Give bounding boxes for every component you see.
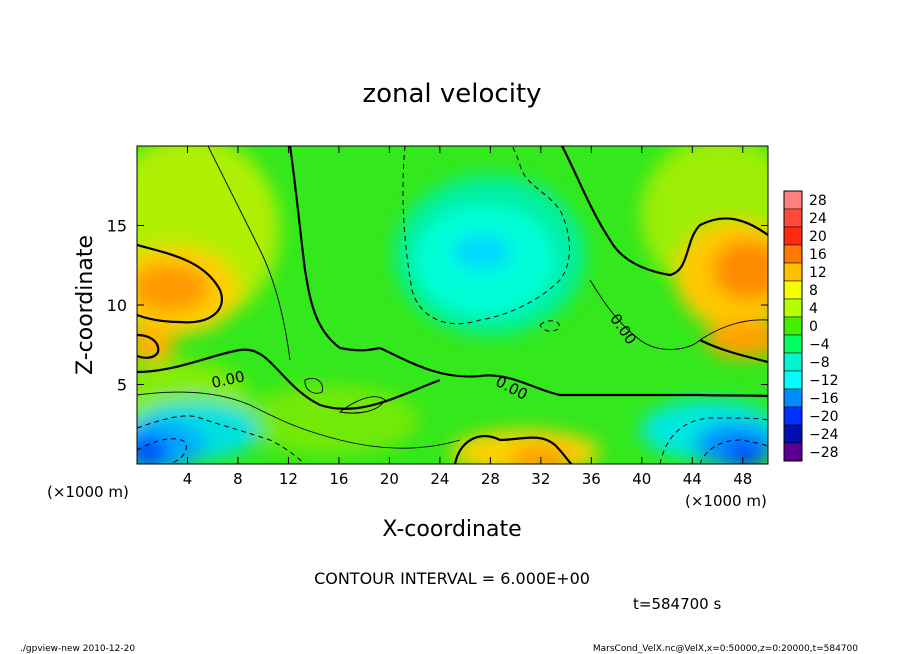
colorbar-label: −12 <box>809 373 839 389</box>
colorbar-label: 20 <box>809 229 827 245</box>
negative-contours <box>137 146 768 464</box>
x-tick-label: 28 <box>481 470 500 488</box>
velocity-field <box>137 146 768 464</box>
colorbar-label: 16 <box>809 247 827 263</box>
colorbar-swatch <box>783 226 803 246</box>
y-tick-label: 10 <box>107 296 127 315</box>
x-tick-label: 20 <box>380 470 399 488</box>
y-axis-label: Z-coordinate <box>73 235 98 375</box>
chart-title: zonal velocity <box>362 79 541 109</box>
x-tick-label: 24 <box>430 470 449 488</box>
colorbar-swatch <box>783 262 803 282</box>
colorbar-swatch <box>783 424 803 444</box>
colorbar-swatch <box>783 442 803 462</box>
colorbar-swatch <box>783 352 803 372</box>
colorbar-label: −8 <box>809 355 830 371</box>
colorbar-label: −4 <box>809 337 830 353</box>
colorbar: 28 24 20 16 12 8 4 0 −4 −8 −12 −16 −20 −24 −28 <box>783 190 839 462</box>
x-axis-label: X-coordinate <box>382 517 521 542</box>
contour-lines <box>137 146 768 464</box>
y-tick-label: 15 <box>107 217 127 236</box>
x-unit-right: (×1000 m) <box>685 492 767 510</box>
colorbar-label: −16 <box>809 391 839 407</box>
colorbar-swatch <box>783 406 803 426</box>
footer-left: ./gpview-new 2010-12-20 <box>20 644 135 654</box>
plot-area: 0.00 0.000.00 <box>137 146 768 464</box>
x-tick-label: 44 <box>683 470 702 488</box>
y-tick-label: 5 <box>117 376 127 395</box>
x-tick-label: 4 <box>183 470 193 488</box>
colorbar-label: 12 <box>809 265 827 281</box>
colorbar-label: −24 <box>809 427 839 443</box>
x-tick-label: 16 <box>329 470 348 488</box>
x-unit-left: (×1000 m) <box>47 483 129 501</box>
colorbar-label: −28 <box>809 445 839 461</box>
colorbar-swatch <box>783 298 803 318</box>
time-label: t=584700 s <box>633 595 721 613</box>
x-axis: 4 8 12 16 20 24 28 32 36 40 44 48 <box>183 146 752 488</box>
colorbar-label: 0 <box>809 319 818 335</box>
colorbar-label: 8 <box>809 283 818 299</box>
x-tick-label: 48 <box>733 470 752 488</box>
colorbar-swatch <box>783 190 803 210</box>
colorbar-label: 28 <box>809 193 827 209</box>
colorbar-swatch <box>783 388 803 408</box>
colorbar-label: −20 <box>809 409 839 425</box>
colorbar-swatch <box>783 316 803 336</box>
colorbar-swatch <box>783 334 803 354</box>
colorbar-frame <box>783 190 803 462</box>
colorbar-swatch <box>783 208 803 228</box>
colorbar-label: 24 <box>809 211 827 227</box>
contour-interval-label: CONTOUR INTERVAL = 6.000E+00 <box>314 569 590 588</box>
x-tick-label: 8 <box>233 470 243 488</box>
x-tick-label: 32 <box>531 470 550 488</box>
x-tick-label: 36 <box>582 470 601 488</box>
x-tick-label: 12 <box>279 470 298 488</box>
footer-right: MarsCond_VelX.nc@VelX,x=0:50000,z=0:2000… <box>593 644 858 654</box>
colorbar-swatch <box>783 280 803 300</box>
colorbar-swatch <box>783 370 803 390</box>
colorbar-swatch <box>783 244 803 264</box>
colorbar-label: 4 <box>809 301 818 317</box>
x-tick-label: 40 <box>632 470 651 488</box>
y-axis: 5 10 15 <box>107 217 768 395</box>
